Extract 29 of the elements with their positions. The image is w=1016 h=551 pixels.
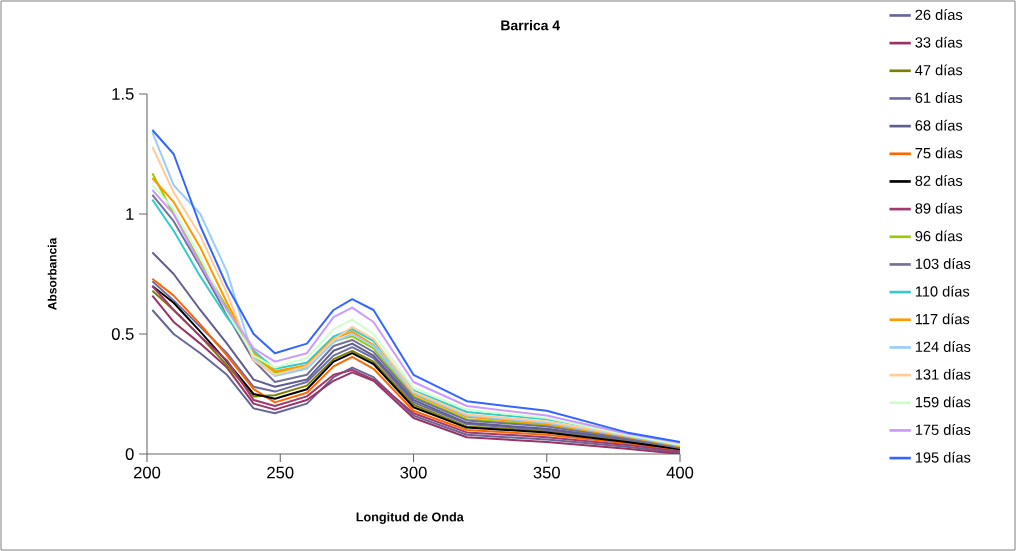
y-axis-title: Absorbancia xyxy=(47,237,57,310)
legend-label: 68 días xyxy=(915,119,963,131)
legend-label: 117 días xyxy=(915,313,970,325)
x-tick-label: 250 xyxy=(267,466,294,479)
legend-label: 61 días xyxy=(915,92,963,103)
y-tick-label: 0 xyxy=(125,448,134,460)
legend-label: 75 días xyxy=(915,147,963,159)
legend-label: 96 días xyxy=(915,230,963,242)
x-tick-label: 350 xyxy=(533,466,560,479)
legend-label: 110 días xyxy=(915,285,970,297)
legend-label: 26 días xyxy=(915,9,963,20)
legend-label: 175 días xyxy=(915,424,971,435)
legend-label: 124 días xyxy=(915,341,971,352)
x-tick-label: 300 xyxy=(400,466,427,479)
legend-label: 33 días xyxy=(915,36,963,48)
legend-label: 47 días xyxy=(915,64,963,76)
y-tick-label: 1.5 xyxy=(112,88,134,100)
y-tick-label: 1 xyxy=(126,208,134,220)
y-tick-label: 0.5 xyxy=(111,328,134,340)
legend-label: 103 días xyxy=(915,258,971,269)
x-tick-label: 400 xyxy=(666,466,694,479)
x-axis-title: Longitud de Onda xyxy=(356,512,464,524)
legend-label: 89 días xyxy=(915,202,963,214)
legend-label: 82 días xyxy=(915,175,963,186)
x-tick-label: 200 xyxy=(133,466,161,479)
legend-label: 195 días xyxy=(915,451,971,463)
legend-label: 131 días xyxy=(915,368,971,380)
legend-label: 159 días xyxy=(915,396,971,408)
chart-title: Barrica 4 xyxy=(501,20,560,31)
